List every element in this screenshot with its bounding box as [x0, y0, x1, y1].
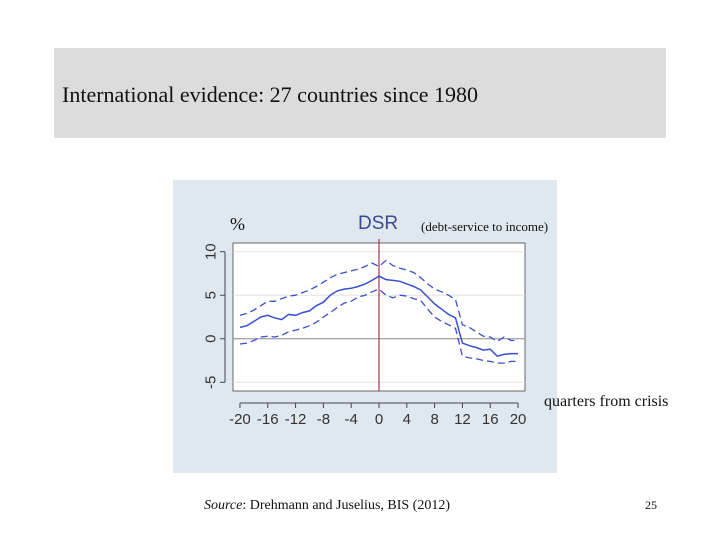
x-axis: -20 -16 -12 -8 -4 0 4 8 12 16 20	[229, 402, 527, 428]
slide-number: 25	[645, 498, 657, 512]
x-tick-label: 16	[482, 411, 499, 428]
x-tick-label: 4	[403, 411, 411, 428]
chart-title: DSR	[358, 213, 399, 234]
x-tick-label: 20	[510, 411, 527, 428]
source-prefix: Source	[204, 498, 243, 513]
series-line-lower-band	[239, 288, 518, 364]
y-tick-label: 0	[203, 335, 220, 343]
chart-subtitle: (debt-service to income)	[421, 219, 549, 234]
series-lines	[239, 259, 518, 364]
x-tick-label: 8	[430, 411, 438, 428]
x-tick-label: -8	[317, 411, 330, 428]
y-tick-label: 10	[203, 243, 220, 260]
x-tick-label: 12	[454, 411, 471, 428]
y-tick-label: -5	[203, 376, 220, 389]
title-band: International evidence: 27 countries sin…	[54, 48, 666, 138]
x-axis-title: quarters from crisis	[544, 393, 669, 410]
y-axis: -5 0 5 10	[203, 243, 226, 389]
series-line-upper-band	[239, 259, 518, 343]
series-line-estimate	[239, 275, 518, 358]
reference-lines	[233, 239, 525, 391]
x-tick-label: -16	[257, 411, 279, 428]
x-tick-label: 0	[375, 411, 383, 428]
x-tick-label: -4	[345, 411, 358, 428]
slide-title: International evidence: 27 countries sin…	[62, 82, 479, 107]
x-tick-label: -20	[229, 411, 251, 428]
y-unit-label: %	[230, 214, 245, 234]
x-tick-label: -12	[285, 411, 307, 428]
source-note: Source: Drehmann and Juselius, BIS (2012…	[204, 498, 450, 514]
y-tick-label: 5	[203, 291, 220, 299]
source-text: : Drehmann and Juselius, BIS (2012)	[242, 498, 451, 513]
